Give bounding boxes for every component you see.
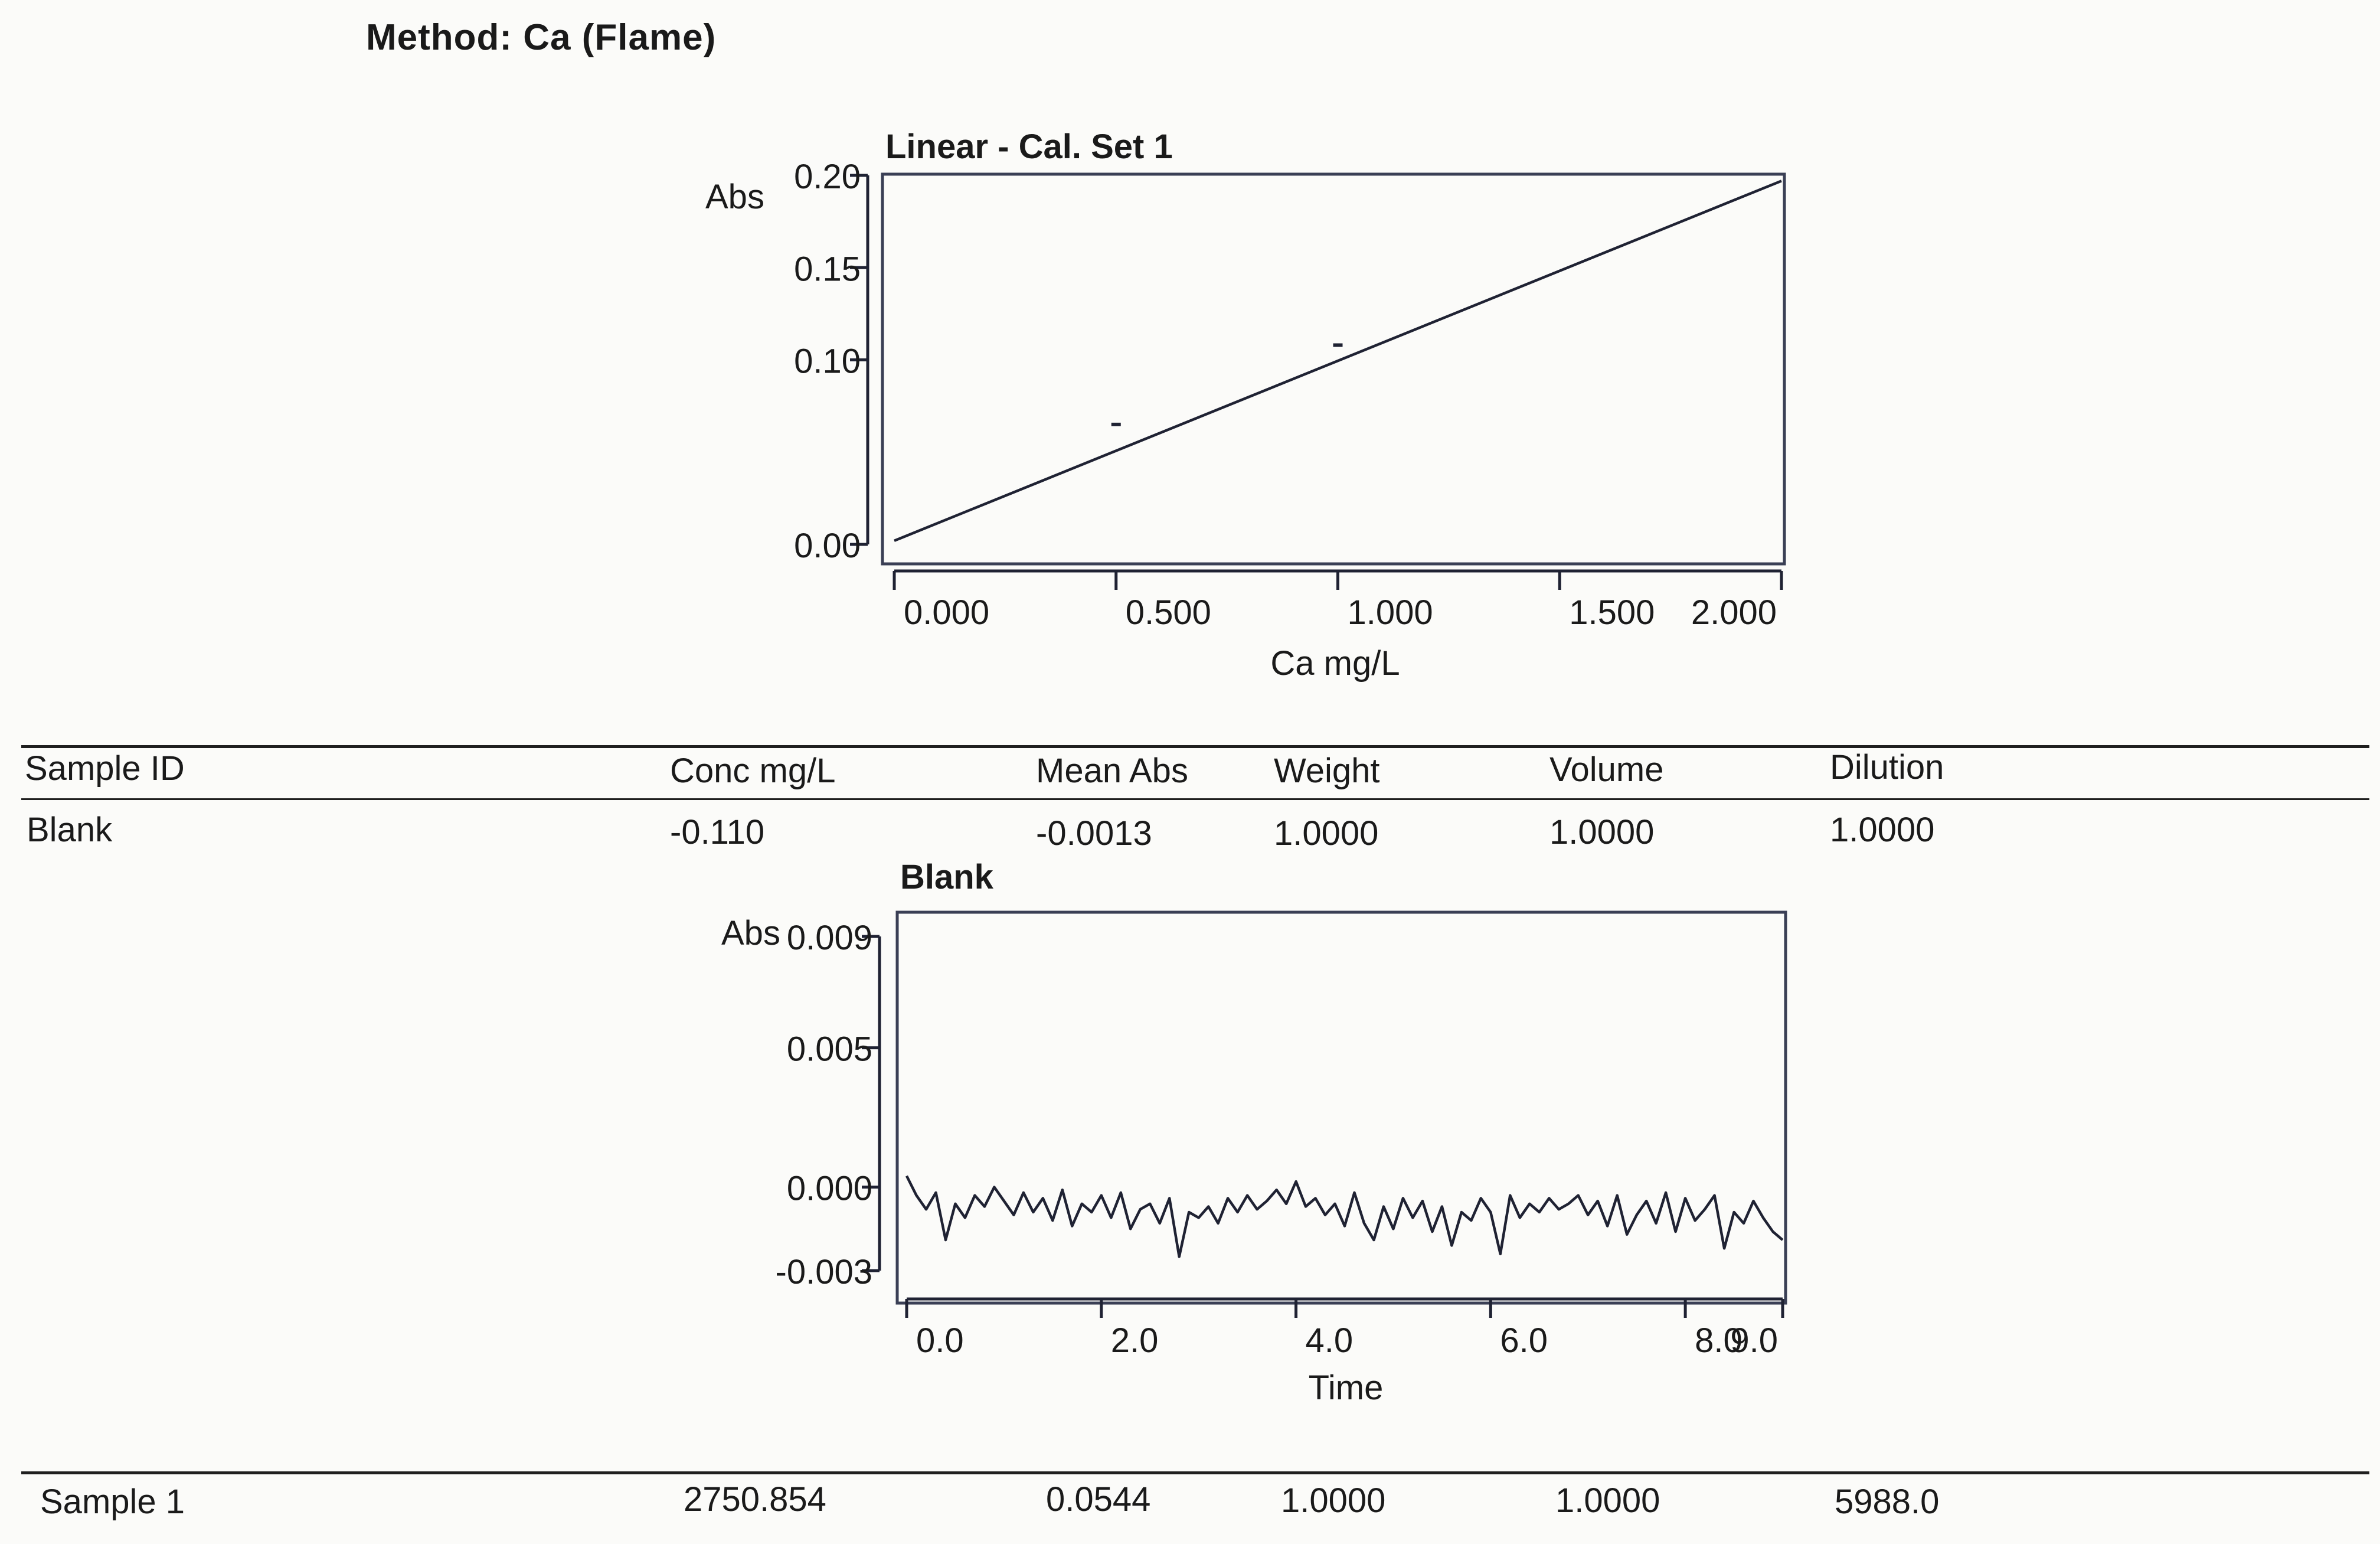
x-tick-label: 1.500 — [1569, 593, 1655, 632]
blank-dilution: 1.0000 — [1830, 811, 1935, 849]
x-tick-label: 4.0 — [1306, 1321, 1354, 1360]
y-tick-label: 0.10 — [794, 342, 861, 381]
y-tick-label: 0.00 — [794, 527, 861, 565]
x-tick-label: 9.0 — [1730, 1321, 1778, 1360]
header-bottom-rule — [21, 798, 2369, 800]
sample1-mean-abs: 0.0544 — [1046, 1480, 1151, 1519]
col-header-volume: Volume — [1549, 750, 1664, 789]
blank-mean-abs: -0.0013 — [1036, 814, 1152, 853]
sample1-volume: 1.0000 — [1555, 1481, 1660, 1520]
sample-row-rule — [21, 1471, 2369, 1474]
y-tick-label: 0.000 — [787, 1170, 872, 1208]
x-axis-label: Ca mg/L — [1270, 644, 1400, 683]
x-axis-label: Time — [1309, 1369, 1384, 1407]
y-tick-label: 0.005 — [787, 1030, 872, 1069]
blank-conc: -0.110 — [670, 813, 765, 851]
x-tick-label: 0.000 — [904, 593, 989, 632]
chart-title: Blank — [900, 858, 994, 896]
method-title: Method: Ca (Flame) — [366, 17, 717, 58]
sample1-conc: 2750.854 — [684, 1480, 826, 1519]
col-header-dilution: Dilution — [1830, 748, 1944, 786]
blank-volume: 1.0000 — [1549, 813, 1655, 851]
calibration-chart: Linear - Cal. Set 1 Abs Ca mg/L 0.00 0.10… — [705, 128, 1786, 683]
table-top-rule — [21, 745, 2369, 748]
x-tick-label: 1.000 — [1348, 593, 1433, 632]
blank-weight: 1.0000 — [1274, 814, 1379, 853]
y-tick-label: 0.009 — [787, 919, 872, 957]
blank-sample-id: Blank — [27, 811, 113, 849]
y-tick-label: 0.15 — [794, 250, 861, 288]
y-tick-label: -0.003 — [776, 1253, 872, 1291]
x-tick-label: 0.500 — [1126, 593, 1211, 632]
x-tick-label: 2.0 — [1111, 1321, 1159, 1360]
x-tick-label: 6.0 — [1500, 1321, 1548, 1360]
y-tick-label: 0.20 — [794, 158, 861, 196]
sample1-weight: 1.0000 — [1281, 1481, 1386, 1520]
col-header-conc: Conc mg/L — [670, 752, 836, 790]
col-header-weight: Weight — [1274, 752, 1380, 790]
chart-title: Linear - Cal. Set 1 — [885, 128, 1173, 166]
col-header-sample-id: Sample ID — [25, 749, 185, 788]
plot-frame — [881, 172, 1786, 566]
x-tick-label: 8.0 — [1695, 1321, 1742, 1360]
x-tick-label: 2.000 — [1691, 593, 1777, 632]
series-line — [905, 1175, 1784, 1258]
plot-frame — [895, 910, 1787, 1305]
sample1-dilution: 5988.0 — [1835, 1483, 1940, 1521]
col-header-mean-abs: Mean Abs — [1036, 752, 1188, 790]
sample1-sample-id: Sample 1 — [40, 1483, 185, 1521]
blank-trace-chart: Blank Abs Time -0.003 0.000 0.005 0.009 0.0 2… — [721, 858, 1787, 1407]
y-axis-label: Abs — [705, 178, 764, 216]
x-tick-label: 0.0 — [916, 1321, 964, 1360]
series-line — [894, 179, 1782, 542]
y-axis-label: Abs — [721, 914, 780, 952]
